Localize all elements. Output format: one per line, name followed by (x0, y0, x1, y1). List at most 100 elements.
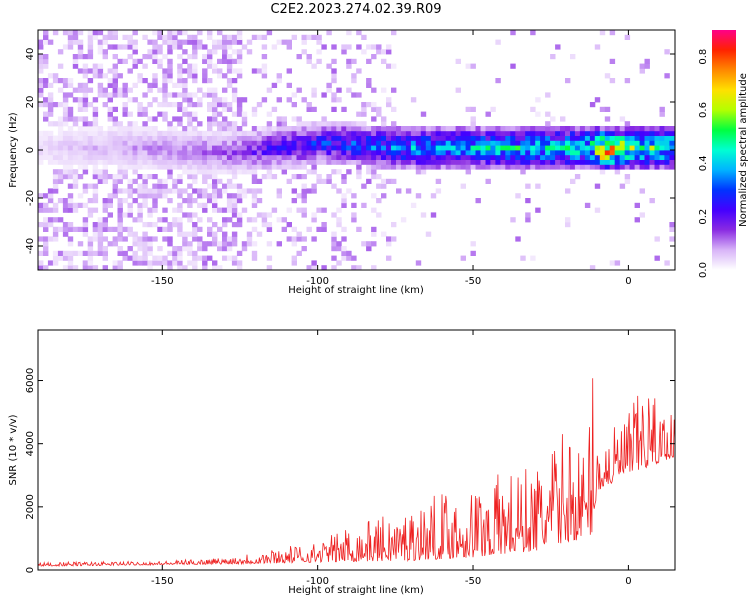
spectrogram-cell (410, 140, 417, 146)
spectrogram-cell (366, 159, 372, 165)
spectrogram-cell (57, 198, 64, 204)
spectrogram-cell (291, 126, 297, 132)
spectrogram-cell (231, 34, 238, 40)
spectrogram-cell (52, 217, 59, 223)
spectrogram-cell (669, 236, 675, 242)
spectrogram-cell (346, 145, 352, 151)
spectrogram-cell (82, 92, 89, 98)
spectrogram-cell (112, 34, 118, 40)
spectrogram-cell (291, 140, 297, 146)
spectrogram-cell (112, 130, 118, 136)
spectrogram-cell (137, 241, 143, 247)
spectrogram-cell (182, 97, 188, 103)
spectrogram-cell (107, 150, 113, 156)
spectrogram-cell (584, 154, 591, 160)
spectrogram-cell (107, 130, 113, 136)
spectrogram-cell (251, 174, 258, 180)
spectrogram-cell (326, 121, 332, 127)
spectrogram-cell (112, 154, 118, 160)
spectrogram-cell (147, 39, 153, 45)
spectrogram-cell (480, 159, 486, 165)
spectrogram-cell (222, 49, 228, 55)
spectrogram-cell (604, 126, 611, 132)
spectrogram-cell (589, 126, 596, 132)
spectrogram-cell (455, 58, 461, 64)
spectrogram-cell (92, 236, 99, 242)
spectrogram-cell (67, 193, 74, 199)
spectrogram-cell (376, 111, 382, 117)
spectrogram-cell (142, 145, 148, 151)
spectrogram-cell (172, 135, 178, 141)
spectrogram-cell (570, 150, 576, 156)
spectrogram-cell (470, 126, 476, 132)
spectrogram-cell (256, 140, 263, 146)
spectrogram-cell (366, 130, 372, 136)
spectrogram-cell (366, 246, 372, 252)
spectrogram-cell (525, 164, 531, 170)
spectrogram-cell (455, 126, 461, 132)
spectrogram-cell (371, 207, 377, 213)
spectrogram-cell (326, 30, 332, 36)
spectrogram-cell (624, 164, 631, 170)
spectrogram-cell (172, 159, 178, 165)
spectrogram-cell (604, 145, 611, 151)
spectrogram-cell (381, 58, 387, 64)
spectrogram-cell (152, 116, 158, 122)
spectrogram-cell (147, 135, 153, 141)
spectrogram-cell (500, 159, 506, 165)
spectrogram-cell (77, 82, 84, 88)
spectrogram-cell (147, 174, 153, 180)
spectrogram-cell (366, 78, 372, 84)
spectrogram-cell (142, 106, 148, 112)
spectrogram-cell (331, 121, 337, 127)
spectrogram-cell (475, 154, 481, 160)
spectrogram-cell (276, 145, 282, 151)
spectrogram-cell (579, 145, 586, 151)
spectrogram-cell (87, 236, 94, 242)
spectrogram-cell (162, 102, 168, 108)
spectrogram-cell (62, 231, 69, 237)
spectrogram-cell (346, 58, 352, 64)
spectrogram-cell (535, 154, 541, 160)
spectrogram-cell (212, 130, 218, 136)
spectrogram-cell (565, 135, 571, 141)
spectrogram-cell (296, 150, 302, 156)
spectrogram-cell (261, 126, 268, 132)
spectrogram-cell (400, 140, 407, 146)
spectrogram-cell (67, 140, 74, 146)
spectrogram-cell (371, 150, 377, 156)
spectrogram-cell (182, 82, 188, 88)
spectrogram-cell (122, 135, 128, 141)
spectrogram-cell (356, 226, 362, 232)
spectrogram-cell (311, 130, 317, 136)
spectrogram-cell (197, 145, 203, 151)
spectrogram-cell (207, 121, 213, 127)
spectrogram-cell (57, 226, 64, 232)
spectrogram-cell (371, 102, 377, 108)
spectrogram-cell (147, 102, 153, 108)
spectrogram-cell (420, 169, 427, 175)
spectrogram-cell (52, 102, 59, 108)
spectrogram-cell (217, 159, 223, 165)
spectrogram-cell (231, 68, 238, 74)
spectrogram-cell (47, 236, 54, 242)
spectrogram-cell (102, 174, 108, 180)
spectrogram-cell (664, 126, 670, 132)
spectrogram-cell (182, 150, 188, 156)
spectrogram-cell (102, 92, 108, 98)
spectrogram-cell (92, 135, 99, 141)
spectrogram-cell (127, 193, 133, 199)
spectrogram-cell (231, 121, 238, 127)
spectrogram-cell (311, 154, 317, 160)
spectrogram-cell (177, 78, 183, 84)
spectrogram-cell (167, 126, 173, 132)
spectrogram-cell (396, 164, 402, 170)
spectrogram-cell (540, 140, 546, 146)
spectrogram-cell (212, 178, 218, 184)
spectrogram-cell (465, 126, 471, 132)
spectrogram-cell (82, 250, 89, 256)
spectrogram-cell (584, 140, 591, 146)
spectrogram-cell (450, 135, 457, 141)
spectrogram-cell (112, 241, 118, 247)
spectrogram-cell (291, 130, 297, 136)
